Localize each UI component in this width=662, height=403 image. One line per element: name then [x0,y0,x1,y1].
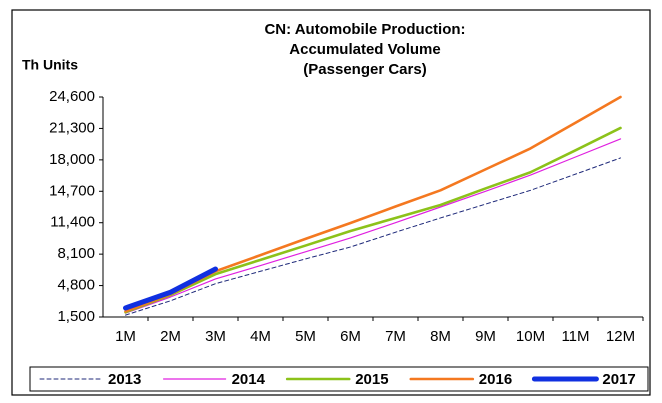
x-tick-label: 10M [516,328,545,345]
legend-label: 2014 [232,371,266,388]
y-tick-label: 24,600 [49,88,95,105]
legend-label: 2013 [108,371,141,388]
x-tick-label: 6M [340,328,361,345]
legend-label: 2017 [602,371,635,388]
x-tick-label: 9M [475,328,496,345]
x-tick-label: 2M [160,328,181,345]
x-tick-label: 8M [430,328,451,345]
legend-label: 2015 [355,371,388,388]
series-line [123,266,218,311]
x-tick-label: 3M [205,328,226,345]
x-tick-label: 11M [561,328,589,345]
y-tick-label: 11,400 [50,214,95,231]
y-tick-label: 14,700 [49,182,95,199]
x-tick-label: 7M [385,328,406,345]
y-tick-label: 21,300 [49,119,95,136]
x-tick-label: 1M [115,328,136,345]
y-tick-label: 1,500 [57,308,95,325]
legend-label: 2016 [479,371,512,388]
series-line [124,138,622,314]
x-tick-label: 12M [606,328,635,345]
y-tick-label: 8,100 [57,245,95,262]
chart-title: Accumulated Volume [289,41,440,58]
x-tick-label: 5M [295,328,316,345]
x-tick-label: 4M [250,328,271,345]
y-axis-label: Th Units [22,57,78,73]
legend-box [29,366,649,392]
series-line [124,126,622,314]
chart-frame [11,9,651,396]
y-tick-label: 4,800 [57,277,95,294]
y-tick-label: 18,000 [49,151,95,168]
series-line [125,157,621,316]
chart-title: (Passenger Cars) [303,61,426,78]
chart-title: CN: Automobile Production: [264,21,465,38]
